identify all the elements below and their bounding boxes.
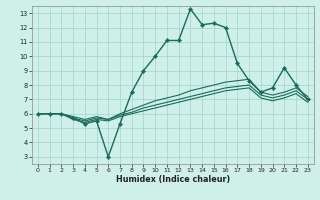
X-axis label: Humidex (Indice chaleur): Humidex (Indice chaleur) xyxy=(116,175,230,184)
